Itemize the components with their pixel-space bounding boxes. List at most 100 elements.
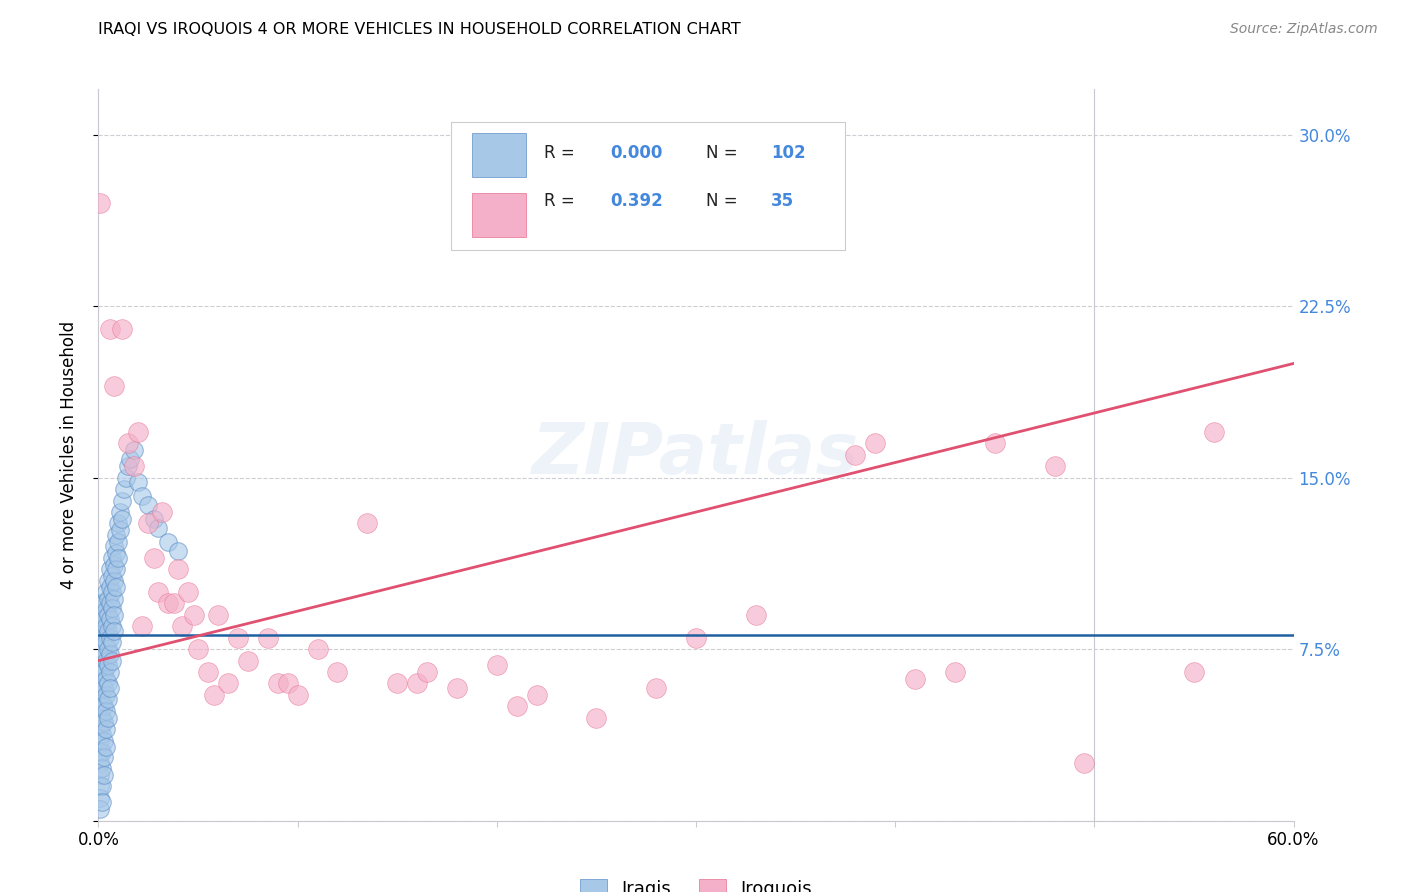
- Point: [506, 699, 529, 714]
- Point: [267, 676, 290, 690]
- Point: [1043, 459, 1066, 474]
- Point: [93, 631, 115, 645]
- Point: [97, 624, 120, 638]
- Point: [1073, 756, 1095, 771]
- Point: [97, 711, 120, 725]
- Point: [91, 626, 114, 640]
- Point: [984, 436, 1007, 450]
- Point: [107, 516, 129, 531]
- Point: [91, 658, 114, 673]
- Point: [96, 603, 118, 617]
- Point: [96, 704, 118, 718]
- Point: [904, 672, 927, 686]
- Point: [97, 692, 120, 706]
- Point: [91, 695, 114, 709]
- Point: [100, 562, 122, 576]
- Y-axis label: 4 or more Vehicles in Household: 4 or more Vehicles in Household: [59, 321, 77, 589]
- Point: [110, 524, 132, 538]
- Point: [89, 597, 111, 611]
- Point: [485, 658, 508, 673]
- Point: [97, 676, 120, 690]
- Point: [97, 642, 120, 657]
- Point: [107, 550, 129, 565]
- Point: [416, 665, 439, 679]
- Point: [89, 654, 111, 668]
- Point: [89, 768, 111, 782]
- Point: [172, 619, 194, 633]
- Text: 102: 102: [772, 144, 806, 162]
- Point: [89, 756, 111, 771]
- Point: [177, 585, 200, 599]
- Point: [91, 780, 114, 794]
- Point: [217, 676, 239, 690]
- Point: [585, 711, 607, 725]
- Point: [136, 516, 159, 531]
- Point: [89, 711, 111, 725]
- Point: [197, 665, 219, 679]
- Point: [100, 647, 122, 661]
- Text: ZIPatlas: ZIPatlas: [533, 420, 859, 490]
- Point: [117, 436, 139, 450]
- Point: [143, 550, 166, 565]
- Point: [105, 528, 128, 542]
- Point: [307, 642, 329, 657]
- Point: [93, 715, 115, 730]
- Point: [111, 512, 134, 526]
- Point: [103, 574, 125, 588]
- Point: [97, 591, 120, 606]
- Point: [111, 493, 134, 508]
- Legend: Iraqis, Iroquois: Iraqis, Iroquois: [574, 872, 818, 892]
- Point: [91, 796, 114, 810]
- Point: [89, 196, 111, 211]
- Point: [202, 688, 225, 702]
- Point: [91, 676, 114, 690]
- Text: R =: R =: [544, 192, 585, 210]
- Point: [96, 619, 118, 633]
- Point: [91, 745, 114, 759]
- Point: [120, 452, 142, 467]
- Point: [103, 591, 125, 606]
- Text: 0.000: 0.000: [610, 144, 662, 162]
- Text: 0.392: 0.392: [610, 192, 662, 210]
- Text: N =: N =: [706, 144, 742, 162]
- Point: [101, 635, 124, 649]
- Point: [105, 546, 128, 560]
- Point: [844, 448, 866, 462]
- Point: [863, 436, 887, 450]
- Point: [89, 688, 111, 702]
- Point: [326, 665, 349, 679]
- Point: [101, 619, 124, 633]
- Point: [110, 505, 132, 519]
- Point: [89, 619, 111, 633]
- Point: [167, 544, 190, 558]
- Point: [97, 658, 120, 673]
- Point: [131, 619, 153, 633]
- Point: [100, 597, 122, 611]
- Point: [93, 649, 115, 664]
- Point: [103, 624, 125, 638]
- Point: [111, 322, 134, 336]
- Point: [103, 607, 125, 622]
- Point: [100, 631, 122, 645]
- Point: [148, 521, 170, 535]
- Point: [101, 601, 124, 615]
- Point: [89, 723, 111, 737]
- Point: [163, 597, 186, 611]
- Point: [105, 562, 128, 576]
- Point: [93, 665, 115, 679]
- Point: [148, 585, 170, 599]
- Point: [1202, 425, 1225, 439]
- Point: [167, 562, 190, 576]
- Point: [256, 631, 278, 645]
- Point: [685, 631, 707, 645]
- Point: [101, 550, 124, 565]
- Text: Source: ZipAtlas.com: Source: ZipAtlas.com: [1230, 22, 1378, 37]
- Point: [89, 780, 111, 794]
- Point: [100, 581, 122, 595]
- Point: [1182, 665, 1205, 679]
- Point: [96, 723, 118, 737]
- Bar: [472, 133, 526, 177]
- Point: [89, 665, 111, 679]
- Point: [101, 654, 124, 668]
- Point: [96, 635, 118, 649]
